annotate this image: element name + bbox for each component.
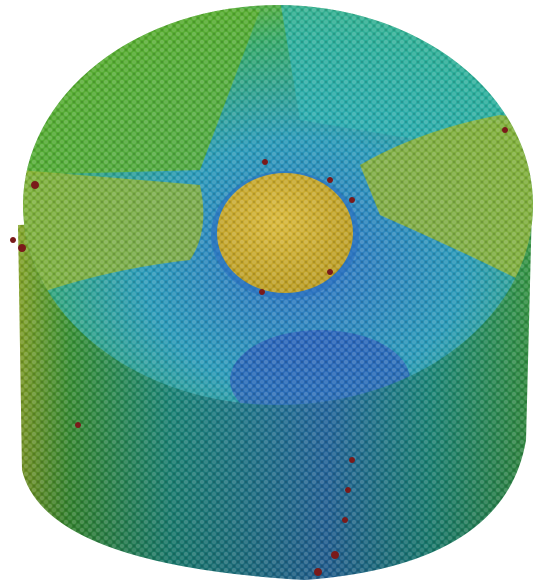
particle — [502, 127, 508, 133]
particle — [262, 159, 268, 165]
particle — [10, 237, 16, 243]
particle — [349, 457, 355, 463]
particle — [349, 197, 355, 203]
particle — [327, 269, 333, 275]
particle — [259, 289, 265, 295]
particle — [75, 422, 81, 428]
particle — [31, 181, 39, 189]
particle — [327, 177, 333, 183]
particle — [314, 568, 322, 576]
page-body: (() => { const data = JSON.parse(documen… — [0, 0, 541, 583]
particle — [342, 517, 348, 523]
particle — [331, 551, 339, 559]
particle-cylinder-render — [0, 0, 541, 583]
particle — [18, 244, 26, 252]
particle — [345, 487, 351, 493]
page: {} html, body { margin: 0; padding: 0; b… — [0, 0, 541, 583]
core-texture — [217, 173, 353, 293]
